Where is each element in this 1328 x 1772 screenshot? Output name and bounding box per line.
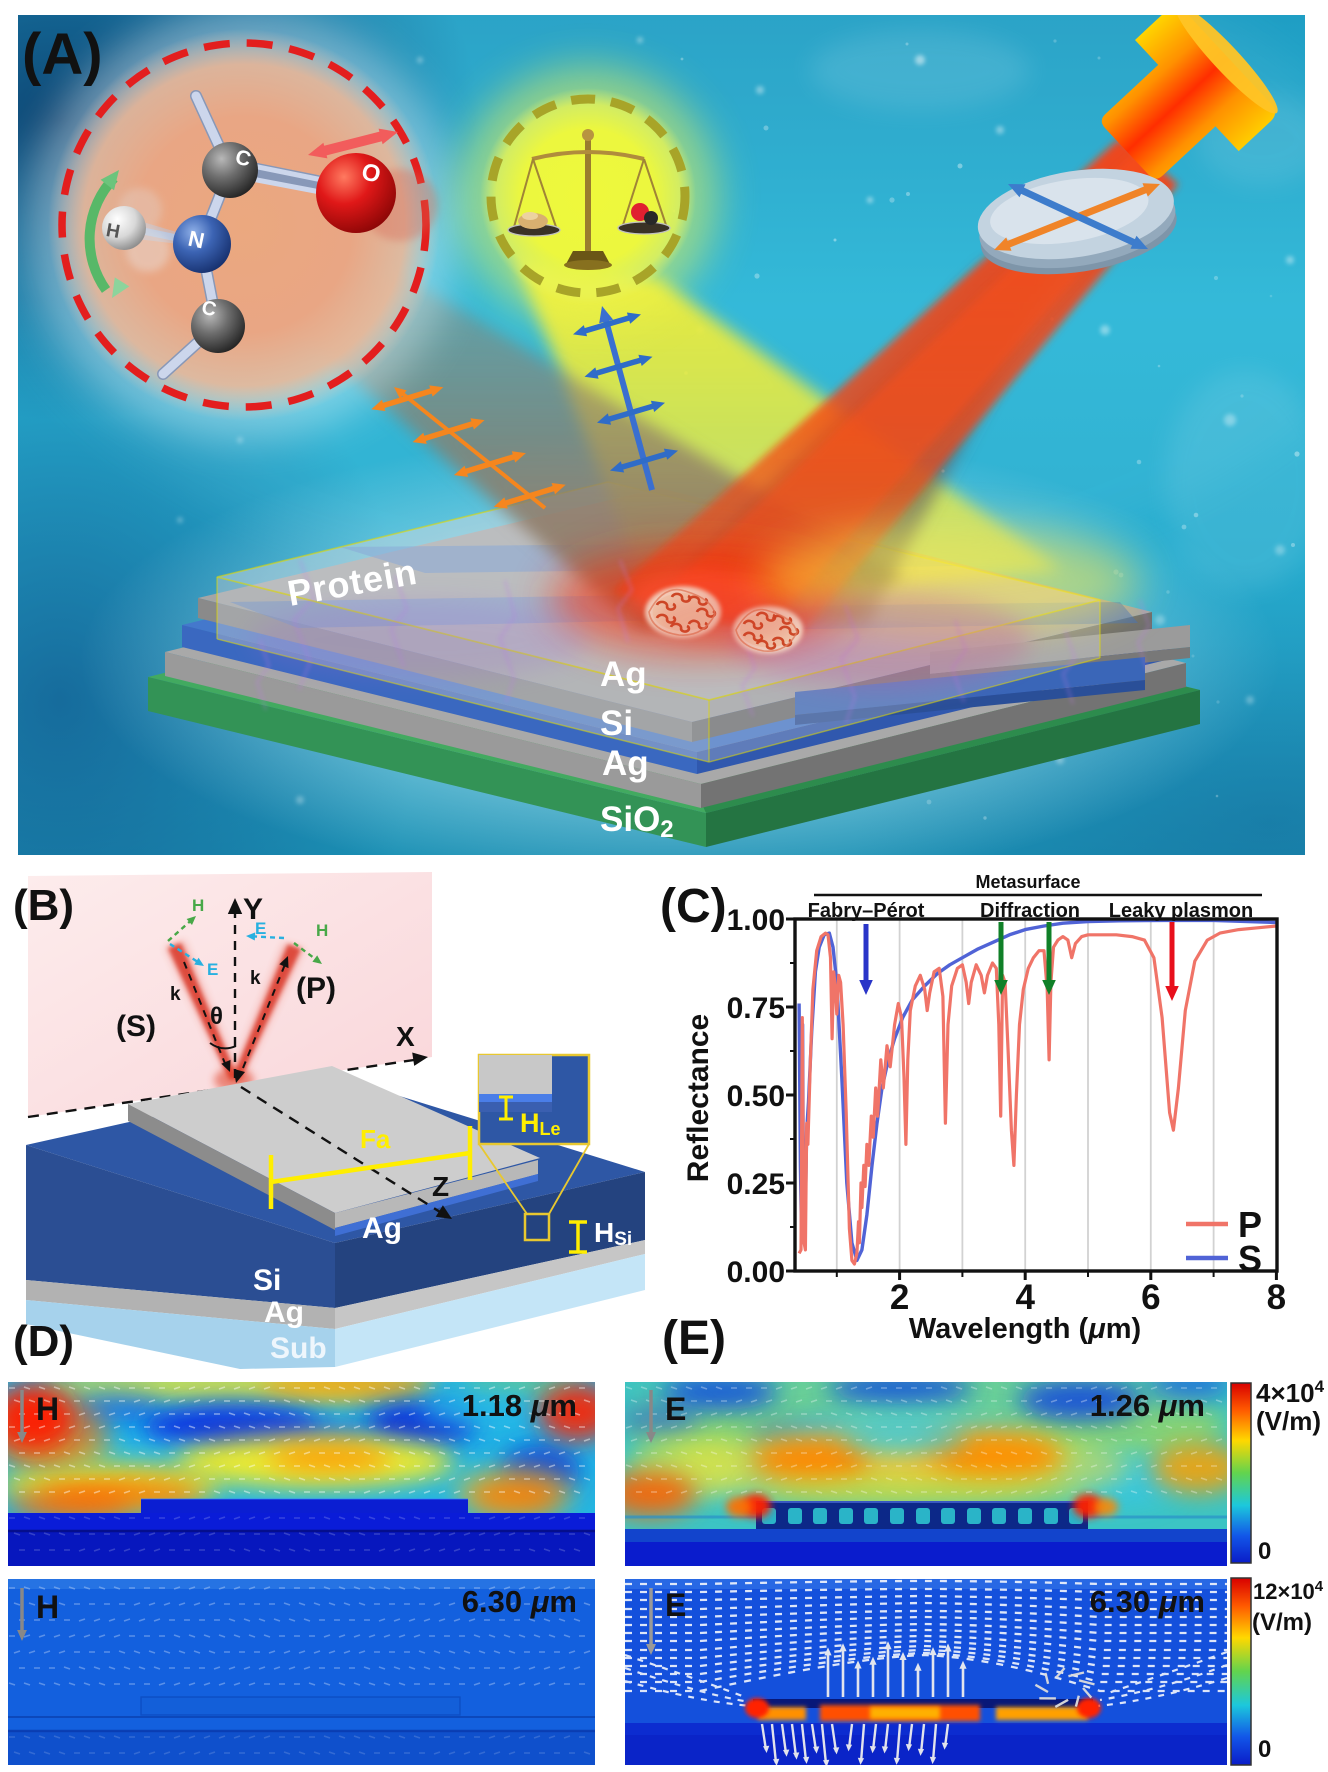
svg-text:(S): (S)	[116, 1010, 156, 1043]
svg-text:0.00: 0.00	[727, 1256, 785, 1289]
svg-text:Z: Z	[432, 1171, 449, 1202]
svg-text:(B): (B)	[13, 881, 74, 930]
svg-text:X: X	[396, 1021, 415, 1052]
svg-text:(V/m): (V/m)	[1256, 1406, 1321, 1436]
svg-text:Wavelength (μm): Wavelength (μm)	[909, 1313, 1141, 1345]
svg-text:1.18 μm: 1.18 μm	[462, 1388, 577, 1423]
svg-text:Fabry–Pérot: Fabry–Pérot	[808, 900, 925, 922]
svg-text:S: S	[1238, 1238, 1262, 1279]
svg-text:E: E	[665, 1587, 686, 1623]
svg-text:Si: Si	[600, 704, 633, 743]
svg-text:4×104: 4×104	[1256, 1377, 1325, 1408]
svg-text:N: N	[186, 226, 207, 254]
svg-text:C: C	[233, 146, 253, 172]
svg-text:Diffraction: Diffraction	[980, 900, 1080, 922]
svg-text:k: k	[170, 984, 181, 1005]
svg-text:H: H	[316, 921, 328, 940]
svg-text:H: H	[36, 1589, 59, 1625]
svg-text:(V/m): (V/m)	[1252, 1609, 1312, 1636]
svg-text:P: P	[1238, 1204, 1262, 1245]
svg-text:θ: θ	[210, 1003, 223, 1030]
svg-text:Metasurface: Metasurface	[975, 872, 1080, 892]
svg-text:4: 4	[1015, 1278, 1035, 1317]
svg-text:0: 0	[1258, 1736, 1271, 1763]
svg-text:Ag: Ag	[264, 1296, 304, 1329]
svg-text:E: E	[207, 960, 218, 979]
svg-text:12×104: 12×104	[1253, 1578, 1324, 1604]
svg-text:0.75: 0.75	[727, 992, 785, 1025]
svg-text:(P): (P)	[296, 972, 336, 1005]
svg-text:8: 8	[1267, 1278, 1286, 1317]
svg-text:H: H	[104, 220, 121, 243]
svg-text:0.50: 0.50	[727, 1080, 785, 1113]
svg-text:1.00: 1.00	[727, 904, 785, 937]
svg-text:6.30 μm: 6.30 μm	[462, 1584, 577, 1619]
svg-text:C: C	[200, 297, 219, 322]
svg-text:(E): (E)	[662, 1312, 726, 1365]
svg-text:E: E	[665, 1391, 686, 1427]
svg-text:0: 0	[1258, 1538, 1271, 1565]
svg-text:0.25: 0.25	[727, 1168, 785, 1201]
svg-text:k: k	[250, 968, 261, 989]
svg-text:Reflectance: Reflectance	[682, 1014, 715, 1182]
svg-text:6.30 μm: 6.30 μm	[1090, 1584, 1205, 1619]
svg-text:H: H	[192, 896, 204, 915]
svg-text:H: H	[36, 1391, 59, 1427]
svg-text:E: E	[255, 919, 266, 938]
svg-text:Y: Y	[243, 893, 263, 926]
svg-text:O: O	[359, 158, 383, 188]
svg-text:6: 6	[1141, 1278, 1160, 1317]
svg-text:1.26 μm: 1.26 μm	[1090, 1388, 1205, 1423]
svg-text:Fa: Fa	[360, 1124, 391, 1154]
svg-text:Ag: Ag	[600, 655, 647, 694]
svg-text:(C): (C)	[660, 880, 727, 933]
svg-text:2: 2	[890, 1278, 909, 1317]
svg-text:(D): (D)	[13, 1317, 74, 1366]
svg-text:Ag: Ag	[602, 744, 649, 783]
svg-text:Ag: Ag	[362, 1212, 402, 1245]
svg-text:Leaky plasmon: Leaky plasmon	[1109, 900, 1254, 922]
svg-text:(A): (A)	[22, 22, 103, 87]
svg-text:Si: Si	[253, 1264, 281, 1297]
svg-text:Sub: Sub	[270, 1332, 327, 1365]
